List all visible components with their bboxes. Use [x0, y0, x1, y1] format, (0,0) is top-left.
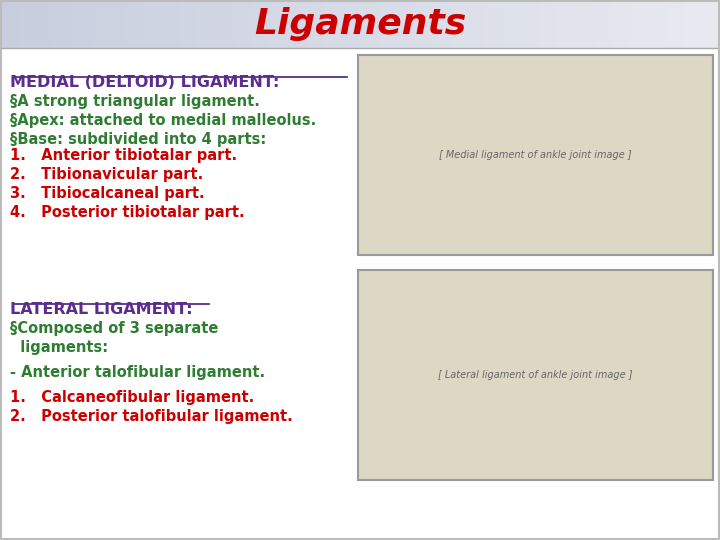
Bar: [358, 55, 713, 255]
Bar: [558, 0, 577, 48]
Text: 1.   Calcaneofibular ligament.: 1. Calcaneofibular ligament.: [10, 390, 254, 405]
Bar: [126, 0, 145, 48]
Bar: [0, 0, 19, 48]
Bar: [684, 0, 703, 48]
Bar: [252, 0, 271, 48]
Bar: [630, 0, 649, 48]
Bar: [342, 0, 361, 48]
Bar: [306, 0, 325, 48]
Text: [ Lateral ligament of ankle joint image ]: [ Lateral ligament of ankle joint image …: [438, 370, 633, 380]
Bar: [72, 0, 91, 48]
Bar: [594, 0, 613, 48]
Bar: [90, 0, 109, 48]
Text: §Composed of 3 separate: §Composed of 3 separate: [10, 321, 218, 336]
Bar: [270, 0, 289, 48]
Text: §Apex: attached to medial malleolus.: §Apex: attached to medial malleolus.: [10, 113, 316, 128]
Text: 3.   Tibiocalcaneal part.: 3. Tibiocalcaneal part.: [10, 186, 204, 201]
Text: 2.   Posterior talofibular ligament.: 2. Posterior talofibular ligament.: [10, 409, 293, 424]
Text: MEDIAL (DELTOID) LIGAMENT:: MEDIAL (DELTOID) LIGAMENT:: [10, 75, 279, 90]
Text: ligaments:: ligaments:: [10, 340, 108, 355]
Bar: [54, 0, 73, 48]
Bar: [358, 270, 713, 480]
Bar: [216, 0, 235, 48]
Text: Ligaments: Ligaments: [254, 7, 466, 41]
Bar: [648, 0, 667, 48]
Text: 4.   Posterior tibiotalar part.: 4. Posterior tibiotalar part.: [10, 205, 245, 220]
Bar: [612, 0, 631, 48]
Bar: [234, 0, 253, 48]
Bar: [504, 0, 523, 48]
Bar: [450, 0, 469, 48]
Bar: [324, 0, 343, 48]
Bar: [36, 0, 55, 48]
Bar: [702, 0, 720, 48]
Text: [ Medial ligament of ankle joint image ]: [ Medial ligament of ankle joint image ]: [439, 150, 632, 160]
Bar: [666, 0, 685, 48]
Text: LATERAL LIGAMENT:: LATERAL LIGAMENT:: [10, 302, 193, 317]
Bar: [468, 0, 487, 48]
Text: 1.   Anterior tibiotalar part.: 1. Anterior tibiotalar part.: [10, 148, 237, 163]
Bar: [18, 0, 37, 48]
Text: - Anterior talofibular ligament.: - Anterior talofibular ligament.: [10, 365, 265, 380]
Bar: [288, 0, 307, 48]
Text: §Base: subdivided into 4 parts:: §Base: subdivided into 4 parts:: [10, 132, 266, 147]
Bar: [162, 0, 181, 48]
Bar: [108, 0, 127, 48]
Bar: [198, 0, 217, 48]
Bar: [486, 0, 505, 48]
Text: §A strong triangular ligament.: §A strong triangular ligament.: [10, 94, 260, 109]
Bar: [522, 0, 541, 48]
Bar: [432, 0, 451, 48]
Bar: [180, 0, 199, 48]
Bar: [360, 0, 379, 48]
Bar: [414, 0, 433, 48]
Bar: [576, 0, 595, 48]
Text: 2.   Tibionavicular part.: 2. Tibionavicular part.: [10, 167, 203, 182]
Bar: [396, 0, 415, 48]
Bar: [144, 0, 163, 48]
Bar: [540, 0, 559, 48]
Bar: [378, 0, 397, 48]
